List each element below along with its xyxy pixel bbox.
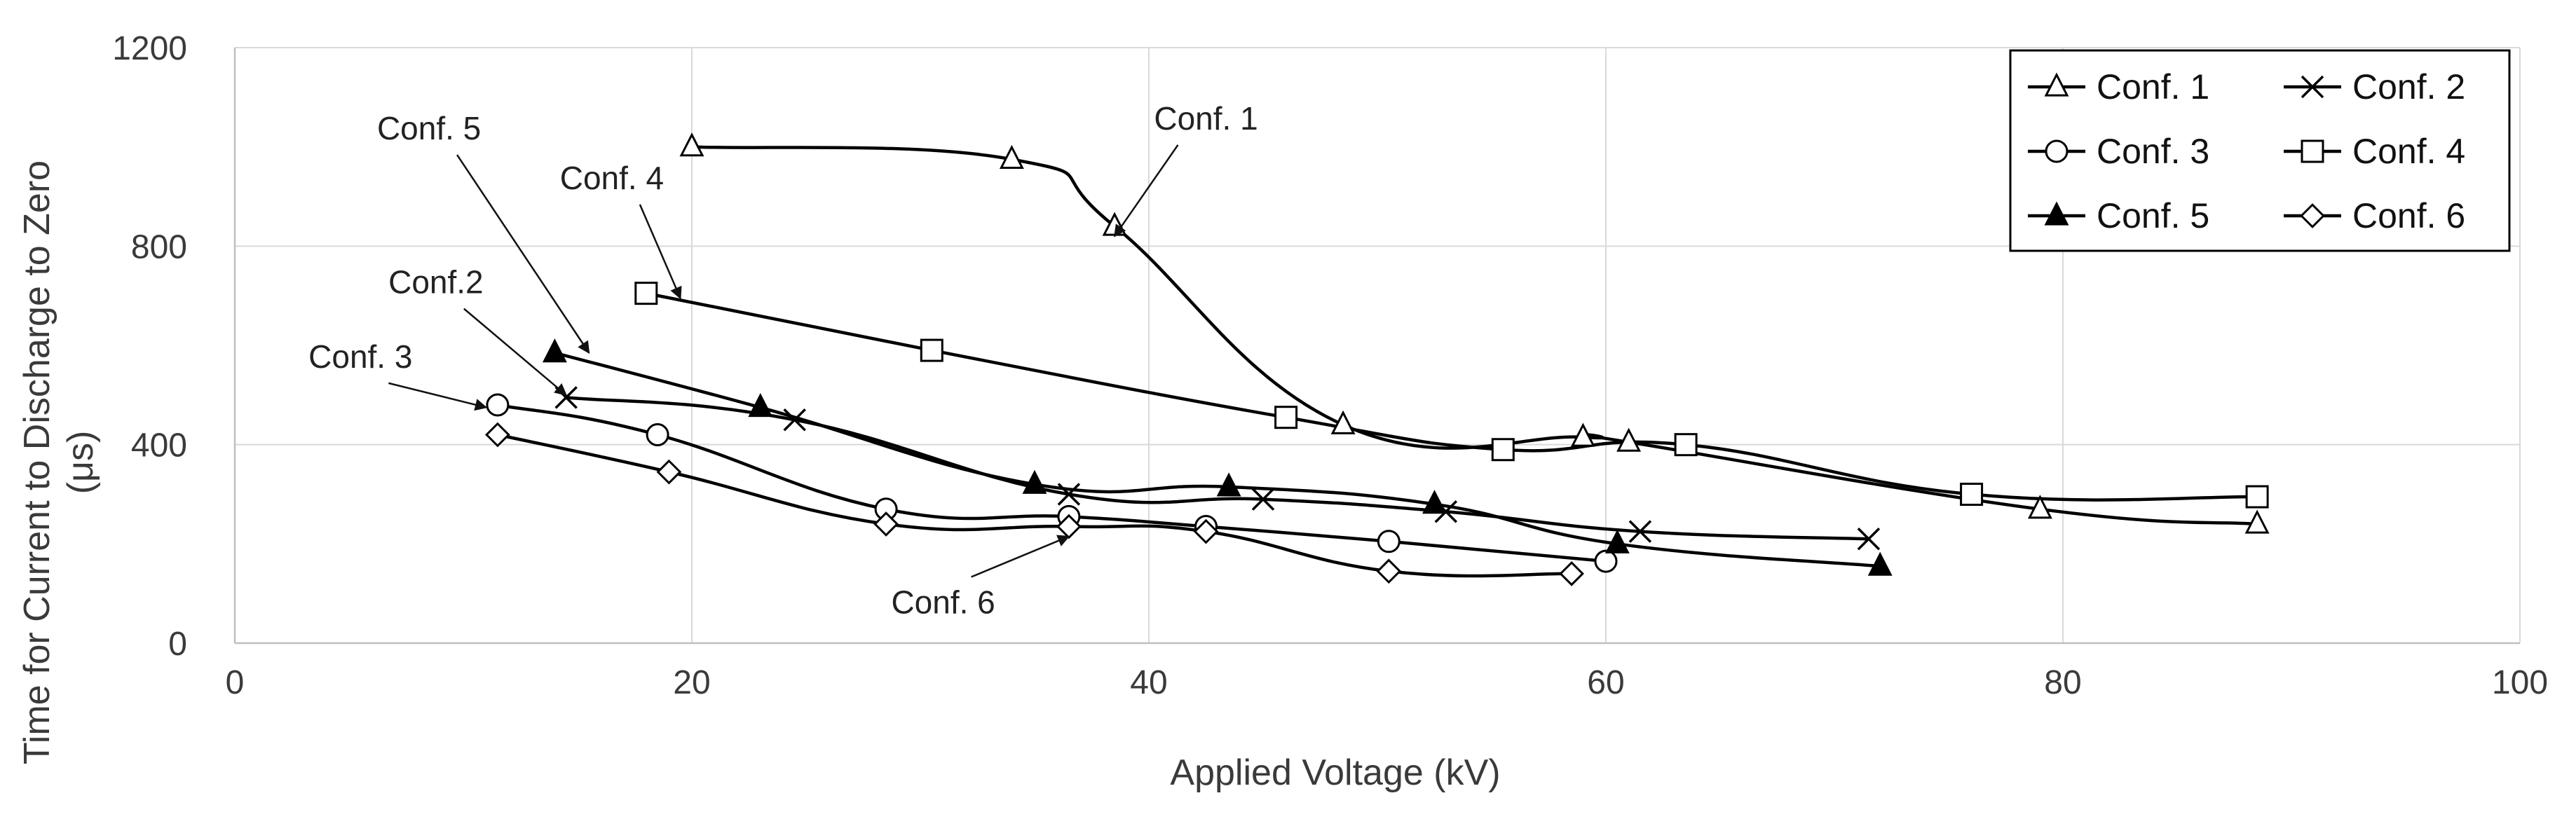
annotation-label: Conf. 5 — [377, 110, 481, 146]
series-line-6 — [497, 433, 1572, 578]
data-point-series-6 — [1376, 558, 1402, 584]
data-point-series-4 — [2245, 485, 2269, 509]
y-tick-label: 400 — [131, 427, 187, 464]
x-axis-title: Applied Voltage (kV) — [1170, 752, 1500, 793]
data-point-series-2 — [1251, 488, 1275, 511]
y-tick-label: 1200 — [112, 30, 187, 67]
data-point-series-4 — [634, 282, 658, 305]
data-point-series-6 — [485, 422, 510, 448]
series-line-2 — [566, 396, 1869, 541]
data-point-series-4 — [1960, 483, 1984, 506]
data-point-series-1 — [2244, 509, 2270, 534]
annotation-arrow — [1114, 144, 1179, 238]
data-point-series-1 — [679, 132, 704, 157]
data-point-series-6 — [873, 511, 899, 537]
data-point-series-5 — [1604, 529, 1630, 553]
data-point-series-5 — [1422, 490, 1447, 514]
annotation-arrow — [971, 535, 1070, 578]
data-point-series-5 — [1867, 551, 1893, 576]
data-point-series-5 — [748, 392, 773, 418]
annotation-arrow — [463, 308, 568, 396]
data-point-series-6 — [656, 459, 682, 485]
legend-label: Conf. 4 — [2352, 132, 2465, 171]
y-tick-label: 800 — [131, 228, 187, 266]
annotation-label: Conf. 6 — [891, 584, 995, 621]
data-point-series-5 — [1216, 472, 1241, 497]
series-lines — [497, 145, 2258, 578]
y-tick-label: 0 — [168, 626, 187, 663]
data-point-series-5 — [542, 338, 567, 363]
annotations: Conf. 1 Conf. 5 Conf. 4 Conf.2 Conf. 3 Conf. … — [308, 100, 1258, 621]
series-line-4 — [646, 291, 2258, 502]
x-tick-label: 0 — [226, 664, 245, 701]
data-point-series-3 — [1594, 549, 1618, 573]
data-point-series-2 — [1628, 520, 1652, 543]
legend-marker — [2301, 139, 2324, 163]
legend-marker — [2044, 201, 2069, 226]
y-axis-title: Time for Current to Discharge to Zero — [17, 160, 57, 764]
series-line-1 — [691, 145, 2258, 526]
data-point-series-1 — [2027, 495, 2052, 519]
data-point-series-6 — [1559, 560, 1584, 586]
data-point-series-1 — [1616, 427, 1642, 452]
axes: 0 20 40 60 80 100 0 400 800 1200 — [112, 30, 2548, 701]
data-point-series-2 — [783, 408, 806, 432]
data-point-series-5 — [1022, 469, 1047, 494]
data-point-series-1 — [1330, 410, 1356, 434]
legend: Conf. 1 Conf. 2 Conf. 3 Conf. 4 Conf. 5 Conf.… — [2009, 49, 2511, 252]
data-point-series-6 — [1193, 518, 1219, 544]
data-point-series-2 — [1857, 528, 1881, 551]
y-axis-unit: (μs) — [60, 431, 101, 495]
legend-label: Conf. 5 — [2097, 196, 2209, 235]
data-point-series-3 — [486, 393, 510, 417]
legend-label: Conf. 6 — [2352, 196, 2465, 235]
data-point-series-4 — [1274, 406, 1298, 429]
annotation-arrow — [388, 382, 488, 411]
data-point-series-1 — [1570, 422, 1595, 447]
data-point-series-3 — [1377, 530, 1401, 553]
annotation-label: Conf. 1 — [1154, 100, 1258, 137]
legend-marker — [2045, 139, 2069, 163]
legend-marker — [2044, 72, 2069, 97]
legend-box — [2009, 49, 2511, 252]
annotation-label: Conf. 4 — [560, 160, 664, 196]
series-markers — [485, 132, 2270, 586]
legend-label: Conf. 1 — [2097, 67, 2209, 106]
x-tick-label: 60 — [1587, 664, 1624, 701]
annotation-arrow — [456, 154, 590, 355]
annotation-label: Conf.2 — [388, 264, 484, 301]
legend-marker — [2300, 203, 2325, 228]
data-point-series-3 — [646, 423, 669, 446]
legend-marker — [2301, 75, 2324, 99]
data-point-series-4 — [920, 338, 943, 362]
legend-label: Conf. 3 — [2097, 132, 2209, 171]
x-tick-label: 80 — [2044, 664, 2081, 701]
annotation-arrow — [639, 204, 682, 300]
x-tick-label: 100 — [2492, 664, 2548, 701]
data-point-series-2 — [1057, 483, 1081, 506]
legend-label: Conf. 2 — [2352, 67, 2465, 106]
annotation-label: Conf. 3 — [308, 338, 412, 375]
x-tick-label: 20 — [673, 664, 710, 701]
data-point-series-4 — [1491, 438, 1515, 462]
data-point-series-1 — [999, 144, 1024, 169]
x-tick-label: 40 — [1130, 664, 1167, 701]
data-point-series-4 — [1674, 433, 1698, 457]
gridlines — [235, 47, 2521, 643]
